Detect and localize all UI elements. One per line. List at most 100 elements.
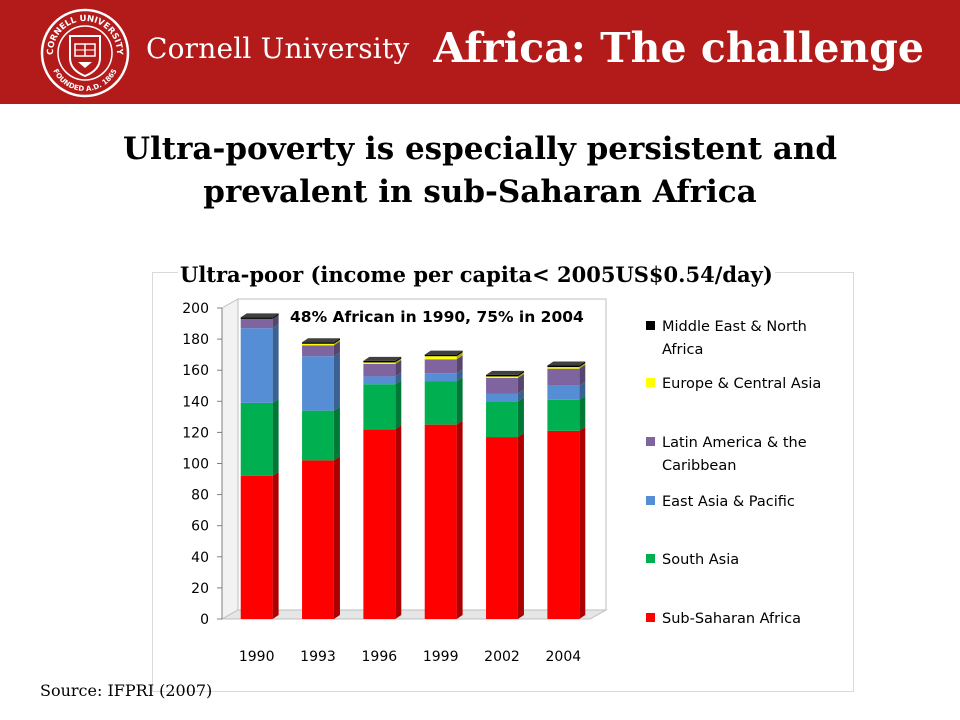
bar-segment-latin-america-the-caribbean <box>363 363 396 377</box>
stacked-bar-chart: 0 20 40 60 80 100 120 140 160 180 200 1990 1993 1996 1… <box>182 298 821 665</box>
bar-side-latin-america-the-caribbean <box>333 341 340 357</box>
bar-side-sub-saharan-africa <box>272 471 279 619</box>
legend-swatch <box>646 437 655 446</box>
bar-side-middle-east-north-africa <box>456 350 463 357</box>
bar-side-latin-america-the-caribbean <box>395 359 402 377</box>
y-tick-label: 120 <box>182 425 209 441</box>
legend-label: Africa <box>662 342 703 358</box>
headline-line-1: Ultra-poverty is especially persistent a… <box>122 131 838 167</box>
bar-top <box>240 313 279 318</box>
x-tick-label: 2004 <box>546 649 582 665</box>
bar-segment-sub-saharan-africa <box>424 424 457 619</box>
bar-segment-middle-east-north-africa <box>302 342 334 344</box>
bar-segment-sub-saharan-africa <box>486 437 518 619</box>
bar-side-south-asia <box>395 380 402 430</box>
legend-label: South Asia <box>662 552 739 568</box>
bar-side-europe-central-asia <box>456 352 463 360</box>
chart-annotation: 48% African in 1990, 75% in 2004 <box>290 308 584 326</box>
y-tick-label: 140 <box>182 394 209 410</box>
source-note: Source: IFPRI (2007) <box>40 681 213 700</box>
y-tick-label: 40 <box>191 550 209 566</box>
legend-swatch <box>646 496 655 505</box>
legend-label: Latin America & the <box>662 435 807 451</box>
bar-segment-south-asia <box>424 381 457 425</box>
header-bar: CORNELL UNIVERSITY FOUNDED A.D. 1865 Cor… <box>0 0 960 104</box>
bar-segment-south-asia <box>302 410 334 461</box>
side-wall <box>221 298 239 620</box>
y-tick-label: 80 <box>191 488 209 504</box>
bar-segment-sub-saharan-africa <box>240 475 273 619</box>
legend-label: Europe & Central Asia <box>662 376 821 392</box>
bar-segment-middle-east-north-africa <box>240 317 273 319</box>
bar-side-sub-saharan-africa <box>395 425 402 619</box>
bar-side-south-asia <box>272 398 279 476</box>
legend-label: East Asia & Pacific <box>662 494 795 510</box>
bar-segment-europe-central-asia <box>547 367 580 369</box>
bar-segment-latin-america-the-caribbean <box>240 318 273 329</box>
bar-side-latin-america-the-caribbean <box>579 364 586 386</box>
y-tick-label: 100 <box>182 457 209 473</box>
headline-line-2: prevalent in sub-Saharan Africa <box>203 174 757 210</box>
bar-side-east-asia-pacific <box>579 381 586 400</box>
bar-segment-europe-central-asia <box>424 356 457 360</box>
x-tick-label: 1990 <box>239 649 275 665</box>
x-tick-label: 1999 <box>423 649 459 665</box>
bar-side-middle-east-north-africa <box>517 370 524 377</box>
legend-swatch <box>646 321 655 330</box>
bar-side-south-asia <box>333 406 340 461</box>
bar-top <box>424 350 463 355</box>
bar-side-east-asia-pacific <box>333 352 340 411</box>
legend-label: Caribbean <box>662 458 736 474</box>
bar-segment-middle-east-north-africa <box>363 360 396 363</box>
bar-side-east-asia-pacific <box>456 369 463 382</box>
bar-segment-europe-central-asia <box>363 362 396 364</box>
legend-swatch <box>646 378 655 387</box>
slide-headline: Ultra-poverty is especially persistent a… <box>0 128 960 214</box>
y-tick-label: 0 <box>200 612 209 628</box>
legend-swatch <box>646 554 655 563</box>
bar-segment-middle-east-north-africa <box>486 374 518 377</box>
bar-segment-middle-east-north-africa <box>547 365 580 368</box>
bar-side-south-asia <box>517 397 524 438</box>
bar-side-europe-central-asia <box>333 339 340 346</box>
bar-segment-sub-saharan-africa <box>547 430 580 619</box>
bar-side-east-asia-pacific <box>272 324 279 403</box>
bar-segment-europe-central-asia <box>486 376 518 378</box>
y-tick-label: 60 <box>191 519 209 535</box>
bar-segment-south-asia <box>240 402 273 476</box>
bar-side-europe-central-asia <box>579 363 586 369</box>
bar-top <box>363 356 402 361</box>
bar-segment-east-asia-pacific <box>363 376 396 385</box>
bar-side-europe-central-asia <box>517 372 524 378</box>
bar-segment-latin-america-the-caribbean <box>302 345 334 357</box>
y-tick-label: 180 <box>182 332 209 348</box>
bar-side-sub-saharan-africa <box>333 456 340 619</box>
bar-side-middle-east-north-africa <box>579 361 586 368</box>
bar-side-east-asia-pacific <box>517 389 524 402</box>
bar-side-middle-east-north-africa <box>395 356 402 363</box>
bar-segment-sub-saharan-africa <box>363 429 396 619</box>
bar-side-europe-central-asia <box>395 358 402 364</box>
y-tick-label: 200 <box>182 301 209 317</box>
bar-side-east-asia-pacific <box>395 372 402 385</box>
x-tick-label: 2002 <box>484 649 520 665</box>
y-tick-label: 20 <box>191 581 209 597</box>
chart-title: Ultra-poor (income per capita< 2005US$0.… <box>178 262 775 287</box>
cornell-seal-icon: CORNELL UNIVERSITY FOUNDED A.D. 1865 <box>40 8 130 98</box>
bar-segment-east-asia-pacific <box>240 328 273 403</box>
bar-side-south-asia <box>579 395 586 431</box>
bar-segment-europe-central-asia <box>302 343 334 346</box>
bar-side-latin-america-the-caribbean <box>272 314 279 329</box>
bar-top <box>302 338 340 343</box>
bar-segment-east-asia-pacific <box>547 385 580 400</box>
bar-side-latin-america-the-caribbean <box>517 373 524 394</box>
bar-side-middle-east-north-africa <box>333 338 340 344</box>
slide-title: Africa: The challenge <box>433 24 924 72</box>
legend-swatch <box>646 613 655 622</box>
bar-side-sub-saharan-africa <box>579 426 586 619</box>
bar-segment-east-asia-pacific <box>424 373 457 382</box>
legend-label: Sub-Saharan Africa <box>662 611 801 627</box>
bar-segment-east-asia-pacific <box>486 393 518 402</box>
bar-segment-east-asia-pacific <box>302 356 334 411</box>
bar-segment-south-asia <box>363 384 396 430</box>
